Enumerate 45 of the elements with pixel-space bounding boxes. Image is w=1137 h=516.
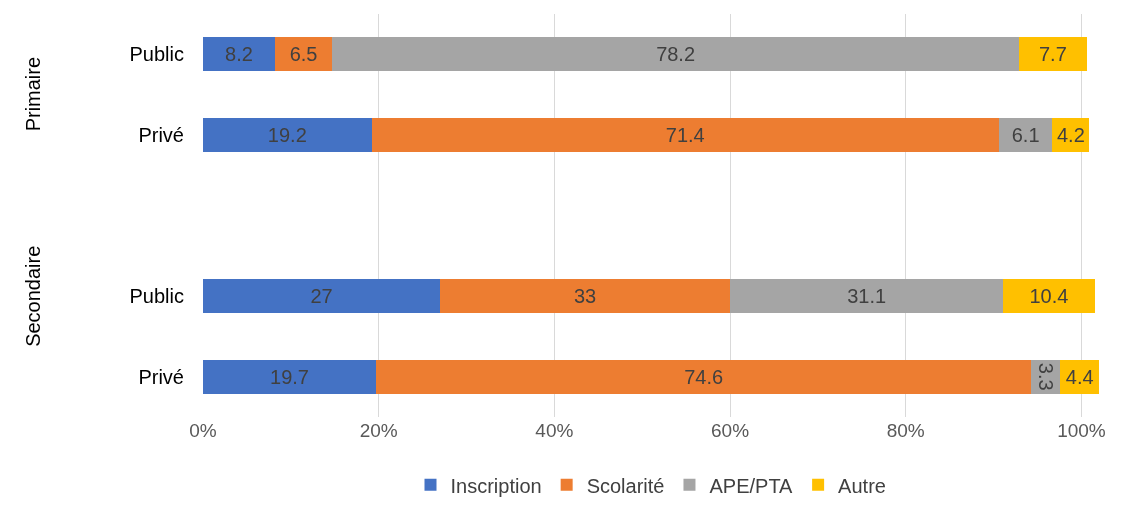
- bar: [1019, 37, 1087, 72]
- bar: [275, 37, 333, 72]
- bar: [376, 359, 1032, 394]
- data-label: 6.1: [1011, 123, 1040, 146]
- x-tick-label: 60%: [711, 420, 750, 441]
- data-label: 71.4: [665, 123, 705, 146]
- bar: [203, 117, 372, 152]
- bar: [730, 279, 1004, 314]
- x-tick-label: 20%: [359, 420, 398, 441]
- bar: [203, 279, 441, 314]
- x-tick-label: 80%: [886, 420, 925, 441]
- data-label: 3.3: [1034, 362, 1057, 391]
- x-tick-label: 0%: [189, 420, 217, 441]
- y-tick-label: Privé: [138, 123, 184, 146]
- data-label: 78.2: [656, 43, 696, 66]
- legend-label: Inscription: [450, 474, 542, 497]
- data-label: 6.5: [289, 43, 318, 66]
- data-label: 33: [573, 285, 597, 308]
- data-label: 74.6: [684, 365, 724, 388]
- data-label: 8.2: [225, 43, 253, 66]
- bar: [440, 279, 731, 314]
- x-tick-label: 100%: [1057, 420, 1106, 441]
- bar: [203, 37, 276, 72]
- bar: [998, 117, 1053, 152]
- bar: [332, 37, 1020, 72]
- legend-label: Scolarité: [586, 474, 665, 497]
- legend-label: Autre: [838, 474, 886, 497]
- legend-label: APE/PTA: [709, 474, 794, 497]
- data-label: 10.4: [1029, 285, 1069, 308]
- y-tick-label: Public: [129, 43, 184, 66]
- data-label: 19.7: [270, 365, 309, 388]
- y-tick-label: Privé: [138, 365, 184, 388]
- data-label: 4.2: [1056, 123, 1085, 146]
- data-label: 7.7: [1038, 43, 1067, 66]
- bar: [1003, 279, 1095, 314]
- bar: [371, 117, 999, 152]
- data-label: 19.2: [267, 123, 307, 146]
- x-tick-label: 40%: [535, 420, 574, 441]
- text: Secondaire: [21, 245, 44, 347]
- data-label: 31.1: [847, 285, 887, 308]
- data-label: 27: [310, 285, 333, 308]
- bar: [203, 359, 377, 394]
- text: Primaire: [22, 56, 45, 132]
- y-tick-label: Public: [129, 285, 184, 308]
- data-label: 4.4: [1065, 365, 1094, 388]
